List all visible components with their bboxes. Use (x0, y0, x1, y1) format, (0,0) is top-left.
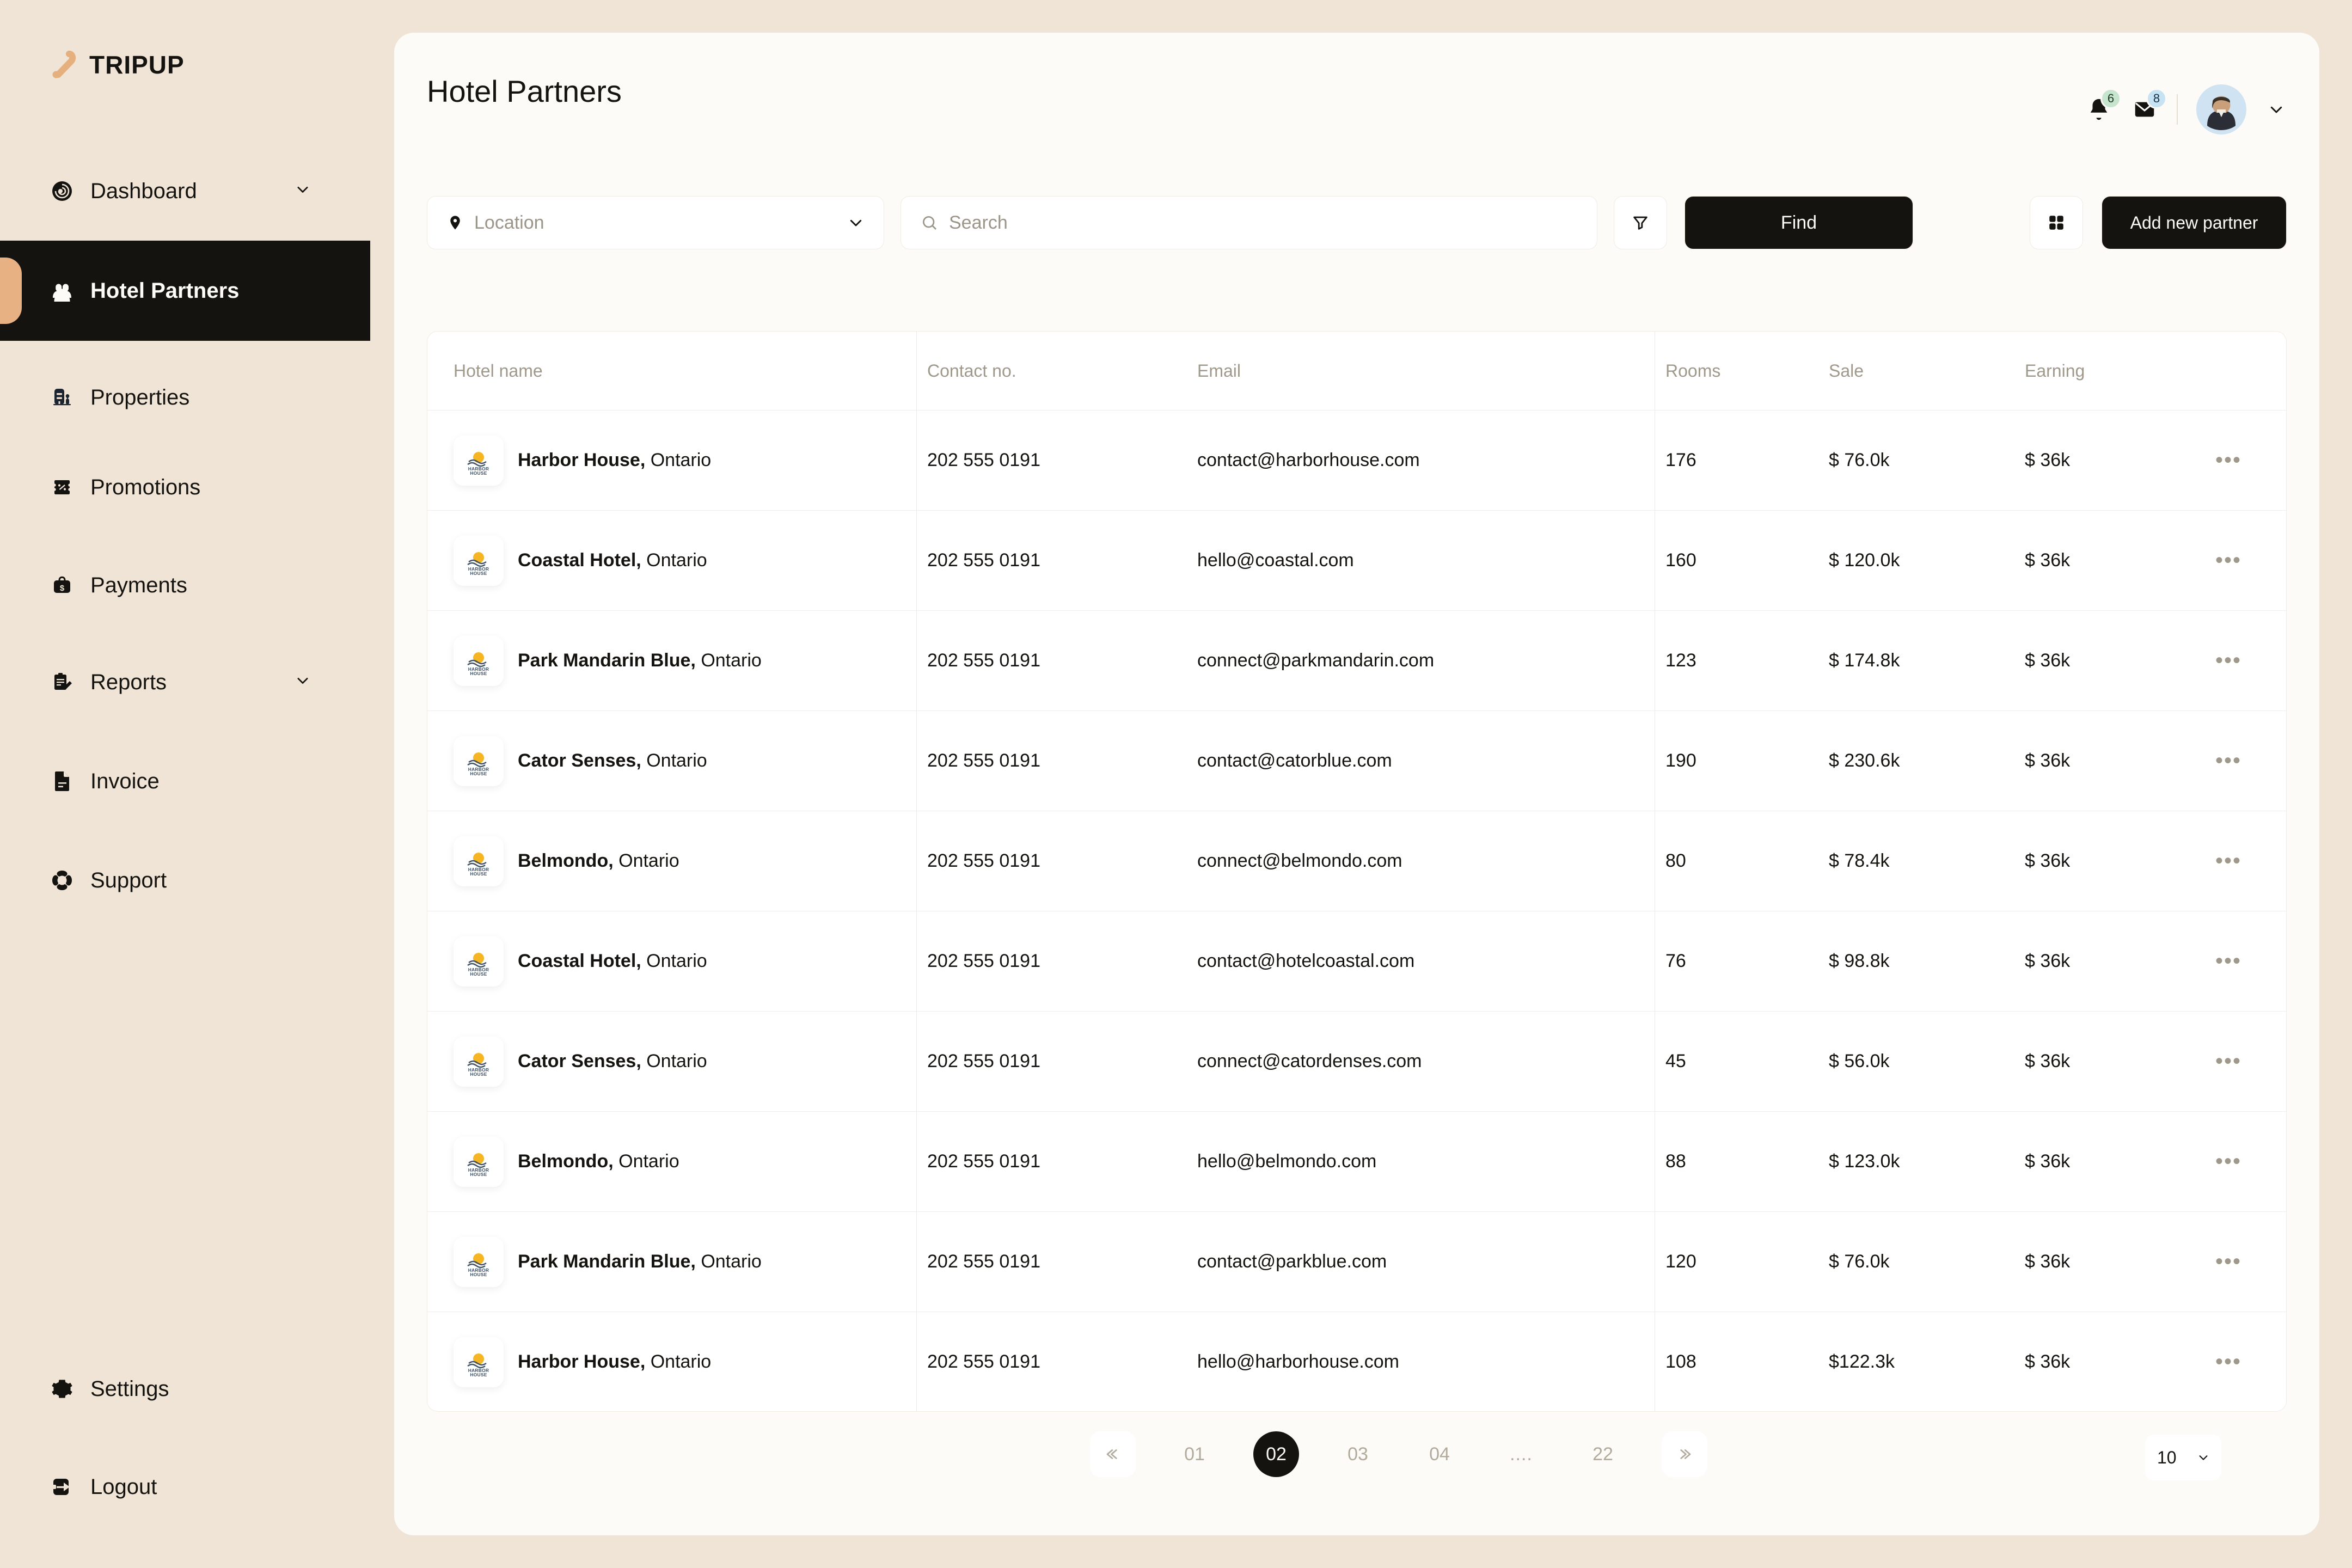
svg-text:HOUSE: HOUSE (470, 871, 487, 877)
svg-text:HOUSE: HOUSE (470, 1172, 487, 1177)
svg-text:HOUSE: HOUSE (470, 971, 487, 977)
svg-text:HOUSE: HOUSE (470, 771, 487, 776)
svg-text:HOUSE: HOUSE (470, 1372, 487, 1377)
svg-text:HOUSE: HOUSE (470, 1071, 487, 1077)
svg-text:HOUSE: HOUSE (470, 671, 487, 676)
svg-text:HOUSE: HOUSE (470, 470, 487, 476)
svg-text:HOUSE: HOUSE (470, 571, 487, 576)
svg-text:HOUSE: HOUSE (470, 1272, 487, 1277)
svg-text:$: $ (60, 584, 65, 593)
